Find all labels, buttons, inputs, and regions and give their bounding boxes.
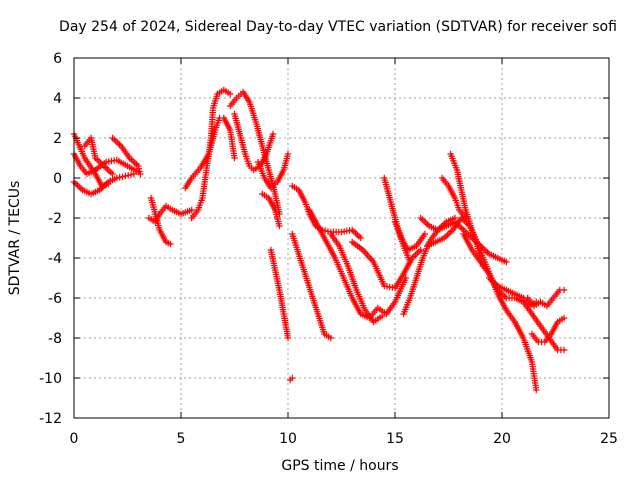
y-tick-label: 2 <box>53 131 62 147</box>
chart-container: 0 5 10 15 20 25 -12 -10 -8 -6 -4 -2 0 2 4 6 Day 254 of … <box>0 0 640 480</box>
x-tick-label: 10 <box>279 431 297 447</box>
y-tick-label: -12 <box>39 411 62 427</box>
sdtvar-scatter-chart: 0 5 10 15 20 25 -12 -10 -8 -6 -4 -2 0 2 4 6 Day 254 of … <box>0 0 640 480</box>
x-tick-label: 0 <box>70 431 79 447</box>
x-tick-label: 25 <box>600 431 618 447</box>
y-tick-label: 4 <box>53 91 62 107</box>
y-tick-label: -2 <box>48 211 62 227</box>
y-tick-label: -8 <box>48 331 62 347</box>
chart-background <box>0 0 640 480</box>
y-tick-label: 6 <box>53 51 62 67</box>
y-tick-label: -6 <box>48 291 62 307</box>
y-tick-label: -10 <box>39 371 62 387</box>
y-axis-title: SDTVAR / TECUs <box>7 181 23 296</box>
x-tick-label: 5 <box>177 431 186 447</box>
x-tick-label: 15 <box>386 431 404 447</box>
x-axis-title: GPS time / hours <box>281 458 398 474</box>
y-tick-label: 0 <box>53 171 62 187</box>
chart-title: Day 254 of 2024, Sidereal Day-to-day VTE… <box>59 19 617 35</box>
x-tick-label: 20 <box>493 431 511 447</box>
y-tick-label: -4 <box>48 251 62 267</box>
